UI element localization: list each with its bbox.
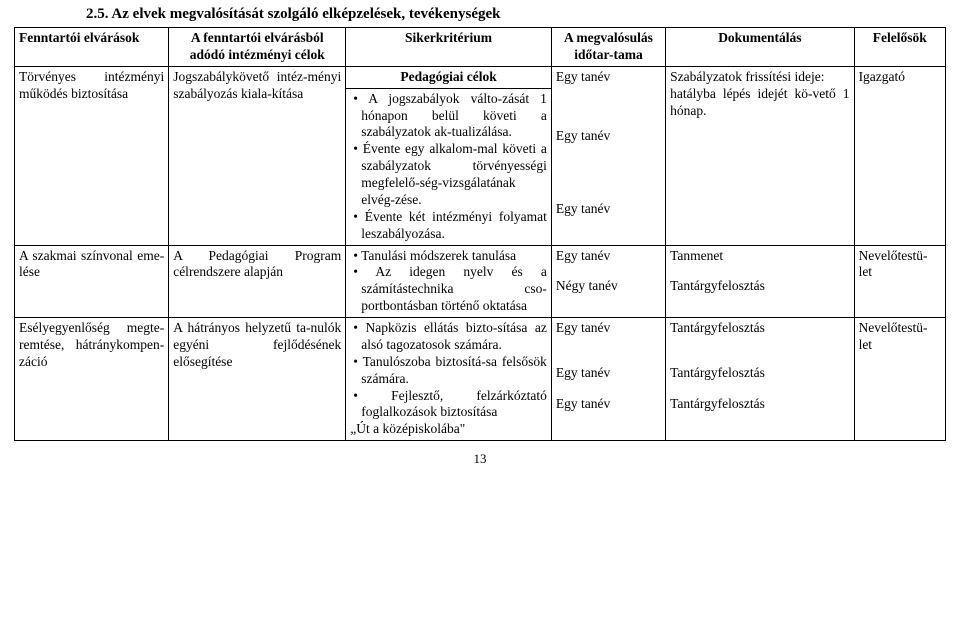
- r2-c5a: Tanmenet: [670, 248, 849, 265]
- r3-c3d: „Út a középiskolába": [350, 421, 547, 438]
- r3-c4c: Egy tanév: [556, 396, 661, 413]
- r1-c2: Jogszabálykövető intéz-ményi szabályozás…: [169, 66, 346, 245]
- r2-c4a: Egy tanév: [556, 248, 661, 265]
- table-row: Esélyegyenlőség megte-remtése, hátrányko…: [15, 318, 946, 441]
- r3-c5: Tantárgyfelosztás Tantárgyfelosztás Tant…: [666, 318, 854, 441]
- header-c5: Dokumentálás: [666, 28, 854, 67]
- header-c1: Fenntartói elvárások: [15, 28, 169, 67]
- spacer: [556, 145, 661, 159]
- spacer: [556, 173, 661, 187]
- r2-c4b: Négy tanév: [556, 278, 661, 295]
- spacer: [670, 351, 849, 365]
- spacer: [556, 86, 661, 100]
- r2-c3a: Tanulási módszerek tanulása: [350, 248, 547, 265]
- r2-c5: Tanmenet Tantárgyfelosztás: [666, 245, 854, 318]
- r2-c2: A Pedagógiai Program célrendszere alapjá…: [169, 245, 346, 318]
- header-c2: A fenntartói elvárásból adódó intézményi…: [169, 28, 346, 67]
- table-row: A szakmai színvonal eme-lése A Pedagógia…: [15, 245, 946, 318]
- r3-c4: Egy tanév Egy tanév Egy tanév: [551, 318, 665, 441]
- r3-c3b: Tanulószoba biztosítá-sa felsősök számár…: [350, 354, 547, 388]
- r1-c1: Törvényes intézményi működés biztosítása: [15, 66, 169, 245]
- r2-c1: A szakmai színvonal eme-lése: [15, 245, 169, 318]
- spacer: [556, 382, 661, 396]
- spacer: [556, 351, 661, 365]
- section-title: Pedagógiai célok: [346, 66, 552, 88]
- r3-c5b: Tantárgyfelosztás: [670, 365, 849, 382]
- r1-c4c: Egy tanév: [556, 201, 661, 218]
- header-row: Fenntartói elvárások A fenntartói elvárá…: [15, 28, 946, 67]
- r1-c3c: Évente két intézményi folyamat leszabály…: [350, 209, 547, 243]
- r1-c4a: Egy tanév: [556, 69, 661, 86]
- r3-c1: Esélyegyenlőség megte-remtése, hátrányko…: [15, 318, 169, 441]
- r1-c3b: Évente egy alkalom-mal követi a szabályz…: [350, 141, 547, 209]
- r1-c3a: A jogszabályok válto-zását 1 hónapon bel…: [350, 91, 547, 142]
- r3-c4b: Egy tanév: [556, 365, 661, 382]
- r1-c6: Igazgató: [854, 66, 945, 245]
- page-number: 13: [14, 451, 946, 467]
- r3-c6: Nevelőtestü-let: [854, 318, 945, 441]
- spacer: [556, 337, 661, 351]
- r3-c3c: Fejlesztő, felzárkóztató foglalkozások b…: [350, 388, 547, 422]
- spacer: [556, 100, 661, 114]
- r3-c4a: Egy tanév: [556, 320, 661, 337]
- spacer: [556, 264, 661, 278]
- spacer: [670, 264, 849, 278]
- section-row: Törvényes intézményi működés biztosítása…: [15, 66, 946, 88]
- spacer: [556, 114, 661, 128]
- spacer: [670, 382, 849, 396]
- r3-c2: A hátrányos helyzetű ta-nulók egyéni fej…: [169, 318, 346, 441]
- header-c6: Felelősök: [854, 28, 945, 67]
- r3-c3: Napközis ellátás bizto-sítása az alsó ta…: [346, 318, 552, 441]
- page: 2.5. Az elvek megvalósítását szolgáló el…: [0, 0, 960, 467]
- spacer: [556, 159, 661, 173]
- header-c3: Sikerkritérium: [346, 28, 552, 67]
- r2-c3b: Az idegen nyelv és a számítástechnika cs…: [350, 264, 547, 315]
- r3-c3a: Napközis ellátás bizto-sítása az alsó ta…: [350, 320, 547, 354]
- r2-c5b: Tantárgyfelosztás: [670, 278, 849, 295]
- r1-c5: Szabályzatok frissítési ideje: hatályba …: [666, 66, 854, 245]
- r2-c4: Egy tanév Négy tanév: [551, 245, 665, 318]
- main-table: Fenntartói elvárások A fenntartói elvárá…: [14, 27, 946, 441]
- r1-c4: Egy tanév Egy tanév Egy tanév: [551, 66, 665, 245]
- r2-c6: Nevelőtestü-let: [854, 245, 945, 318]
- r3-c5c: Tantárgyfelosztás: [670, 396, 849, 413]
- r1-c4b: Egy tanév: [556, 128, 661, 145]
- header-c4: A megvalósulás időtar-tama: [551, 28, 665, 67]
- spacer: [670, 337, 849, 351]
- r2-c3: Tanulási módszerek tanulása Az idegen ny…: [346, 245, 552, 318]
- r1-c3: A jogszabályok válto-zását 1 hónapon bel…: [346, 88, 552, 245]
- r3-c5a: Tantárgyfelosztás: [670, 320, 849, 337]
- section-heading: 2.5. Az elvek megvalósítását szolgáló el…: [86, 6, 946, 23]
- spacer: [556, 187, 661, 201]
